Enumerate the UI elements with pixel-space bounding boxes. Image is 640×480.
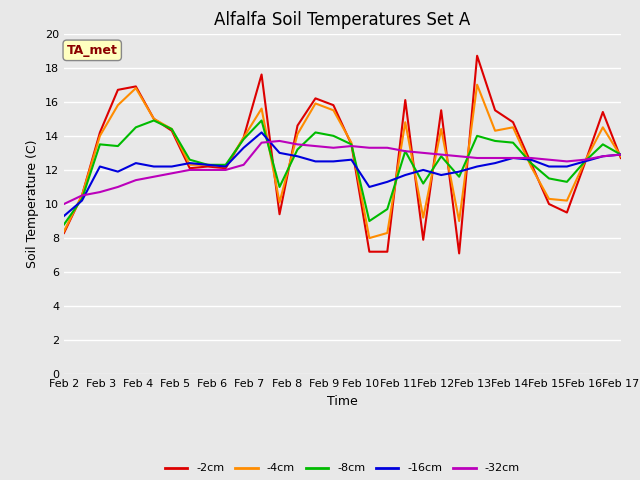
Title: Alfalfa Soil Temperatures Set A: Alfalfa Soil Temperatures Set A xyxy=(214,11,470,29)
X-axis label: Time: Time xyxy=(327,395,358,408)
Y-axis label: Soil Temperature (C): Soil Temperature (C) xyxy=(26,140,40,268)
Legend: -2cm, -4cm, -8cm, -16cm, -32cm: -2cm, -4cm, -8cm, -16cm, -32cm xyxy=(161,459,524,478)
Text: TA_met: TA_met xyxy=(67,44,118,57)
